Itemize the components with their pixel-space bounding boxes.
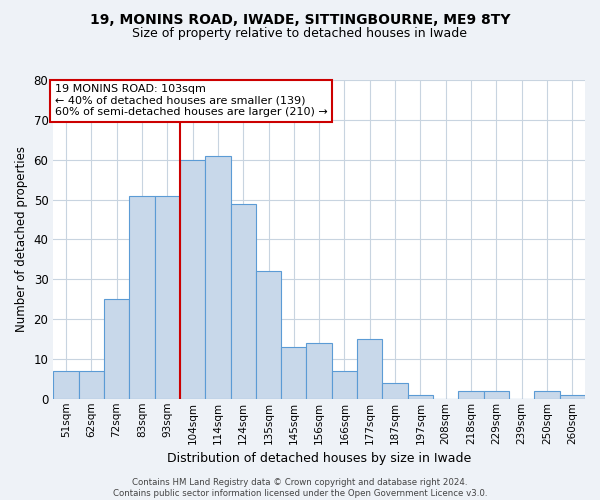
Text: 19, MONINS ROAD, IWADE, SITTINGBOURNE, ME9 8TY: 19, MONINS ROAD, IWADE, SITTINGBOURNE, M…: [90, 12, 510, 26]
Bar: [458, 391, 484, 399]
Bar: [535, 391, 560, 399]
Y-axis label: Number of detached properties: Number of detached properties: [15, 146, 28, 332]
Bar: [256, 272, 281, 399]
Bar: [205, 156, 230, 399]
Bar: [79, 371, 104, 399]
Bar: [180, 160, 205, 399]
Bar: [104, 299, 129, 399]
Bar: [484, 391, 509, 399]
X-axis label: Distribution of detached houses by size in Iwade: Distribution of detached houses by size …: [167, 452, 471, 465]
Bar: [129, 196, 155, 399]
Bar: [307, 343, 332, 399]
Bar: [281, 347, 307, 399]
Text: 19 MONINS ROAD: 103sqm
← 40% of detached houses are smaller (139)
60% of semi-de: 19 MONINS ROAD: 103sqm ← 40% of detached…: [55, 84, 328, 117]
Bar: [230, 204, 256, 399]
Text: Size of property relative to detached houses in Iwade: Size of property relative to detached ho…: [133, 28, 467, 40]
Bar: [382, 383, 408, 399]
Bar: [332, 371, 357, 399]
Bar: [53, 371, 79, 399]
Text: Contains HM Land Registry data © Crown copyright and database right 2024.
Contai: Contains HM Land Registry data © Crown c…: [113, 478, 487, 498]
Bar: [408, 395, 433, 399]
Bar: [357, 339, 382, 399]
Bar: [560, 395, 585, 399]
Bar: [155, 196, 180, 399]
